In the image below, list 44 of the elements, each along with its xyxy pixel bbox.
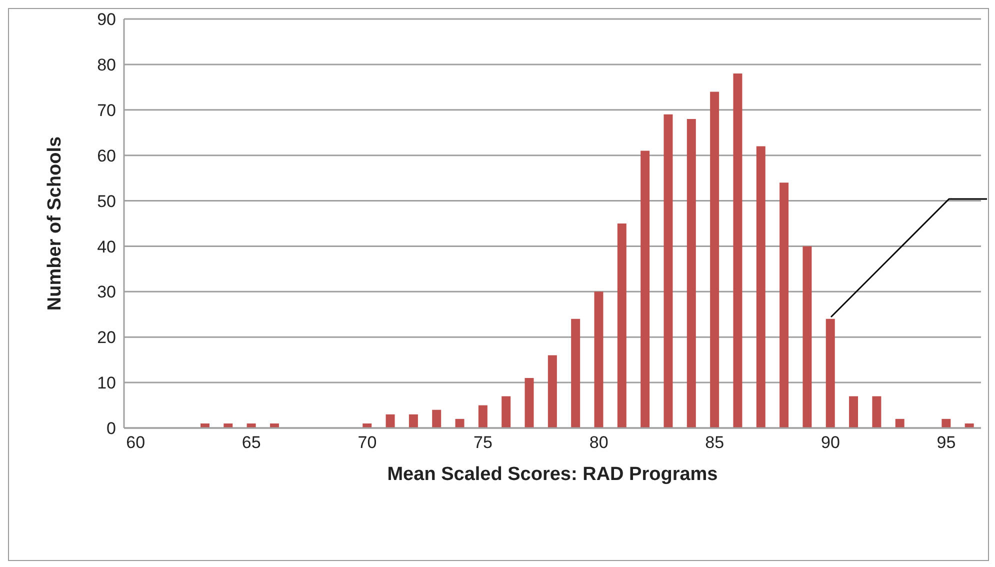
bar bbox=[571, 318, 580, 428]
bar bbox=[524, 378, 534, 428]
y-tick-label: 90 bbox=[97, 10, 116, 30]
bar bbox=[617, 224, 626, 428]
x-tick-label: 75 bbox=[474, 433, 492, 452]
x-tick-label: 70 bbox=[358, 433, 377, 452]
bar bbox=[802, 246, 812, 428]
y-tick-label: 10 bbox=[97, 374, 116, 393]
x-tick-label: 80 bbox=[589, 433, 608, 452]
x-tick-label: 95 bbox=[936, 433, 956, 452]
bar bbox=[780, 182, 789, 428]
y-axis-title: Number of Schools bbox=[44, 136, 66, 311]
y-tick-label: 20 bbox=[97, 328, 116, 348]
bar bbox=[455, 418, 464, 428]
x-tick-label: 65 bbox=[242, 433, 261, 452]
bar bbox=[942, 418, 951, 428]
bar bbox=[756, 146, 766, 428]
bar bbox=[640, 150, 650, 428]
bar bbox=[849, 396, 858, 428]
bar bbox=[432, 410, 442, 428]
bar bbox=[478, 405, 488, 428]
bar bbox=[502, 396, 511, 428]
x-axis-title: Mean Scaled Scores: RAD Programs bbox=[387, 464, 718, 485]
bar bbox=[733, 74, 742, 428]
x-tick-label: 85 bbox=[705, 433, 724, 452]
y-tick-label: 30 bbox=[97, 282, 116, 302]
x-tick-label: 90 bbox=[820, 433, 840, 452]
bar bbox=[686, 118, 696, 428]
bar bbox=[872, 396, 882, 428]
bar bbox=[826, 318, 835, 428]
y-tick-label: 70 bbox=[97, 100, 116, 120]
bar bbox=[594, 292, 604, 428]
x-tick-label: 60 bbox=[126, 433, 146, 452]
y-tick-label: 0 bbox=[106, 419, 116, 438]
bar bbox=[710, 92, 720, 428]
bar bbox=[664, 114, 673, 428]
bar bbox=[386, 414, 395, 428]
bar bbox=[895, 418, 904, 428]
y-tick-label: 60 bbox=[97, 146, 116, 166]
y-tick-label: 50 bbox=[97, 192, 116, 211]
y-tick-label: 40 bbox=[97, 237, 116, 256]
bar bbox=[408, 414, 418, 428]
bar bbox=[548, 355, 557, 428]
y-tick-label: 80 bbox=[97, 55, 116, 74]
